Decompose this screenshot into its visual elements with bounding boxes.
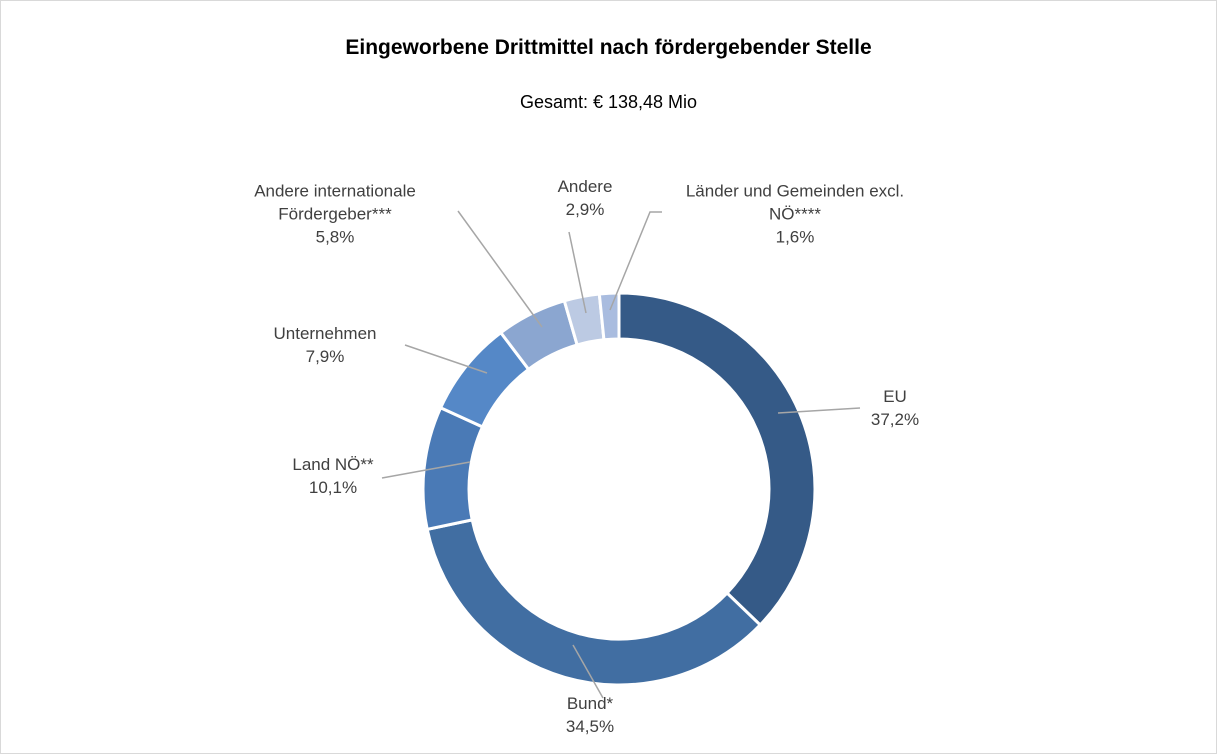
value-label: 7,9%: [305, 347, 345, 366]
category-label: EU: [883, 387, 907, 406]
value-label: 5,8%: [315, 227, 355, 247]
donut-segment: [597, 291, 621, 342]
chart-title: Eingeworbene Drittmittel nach fördergebe…: [345, 36, 872, 59]
chart-subtitle: Gesamt: € 138,48 Mio: [519, 92, 698, 112]
leader-line: [381, 461, 471, 479]
category-label: Andere: [557, 177, 613, 196]
value-label: 34,5%: [565, 717, 615, 736]
leader-line: [457, 210, 543, 328]
category-label: Land NÖ**: [292, 455, 374, 474]
data-label: Bund* 34,5%: [490, 692, 690, 738]
category-label: Bund*: [566, 694, 614, 713]
data-label: EU 37,2%: [795, 385, 995, 431]
data-label: Andere 2,9%: [485, 175, 685, 221]
leader-line: [777, 407, 861, 414]
category-label: Länder und Gemeinden excl. NÖ****: [685, 181, 905, 224]
donut-segment: [617, 291, 817, 628]
data-label: Land NÖ** 10,1%: [233, 453, 433, 499]
leader-line: [609, 211, 662, 311]
data-label: Andere internationale Fördergeber*** 5,8%: [225, 180, 445, 249]
value-label: 1,6%: [775, 227, 815, 247]
value-label: 37,2%: [870, 410, 920, 429]
leader-line: [404, 344, 488, 374]
leader-line: [572, 644, 604, 699]
category-label: Andere internationale Fördergeber***: [254, 181, 416, 224]
data-label: Länder und Gemeinden excl. NÖ**** 1,6%: [685, 180, 905, 249]
value-label: 2,9%: [565, 200, 605, 219]
value-label: 10,1%: [308, 478, 358, 497]
leader-line: [568, 231, 587, 314]
donut-segment: [425, 518, 763, 687]
category-label: Unternehmen: [273, 324, 377, 343]
data-label: Unternehmen 7,9%: [225, 322, 425, 368]
